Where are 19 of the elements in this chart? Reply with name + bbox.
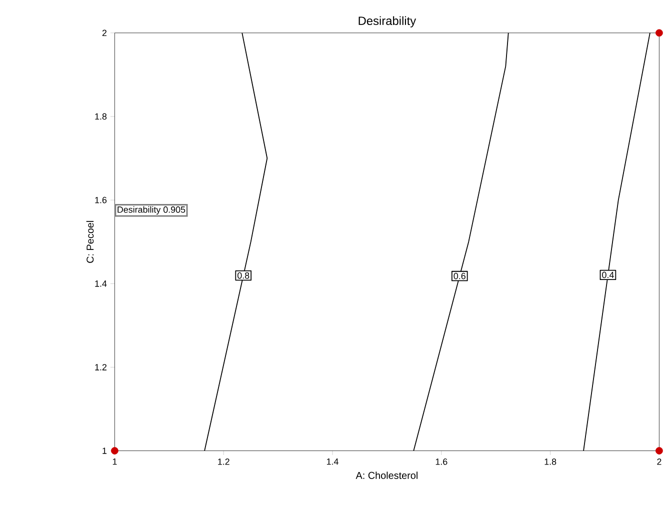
x-tick-label: 1.2 bbox=[218, 458, 230, 465]
y-tick-label: 2 bbox=[102, 30, 106, 36]
x-tick-label: 1 bbox=[112, 458, 117, 465]
x-tick-label: 1.8 bbox=[544, 458, 556, 466]
chart-title: Desirability bbox=[358, 16, 416, 28]
x-tick-label: 2 bbox=[657, 458, 662, 465]
x-axis-title: A: Cholesterol bbox=[356, 472, 418, 480]
y-tick-label: 1.8 bbox=[95, 114, 107, 120]
series-label: 0.4 bbox=[602, 272, 614, 278]
series-label: 0.8 bbox=[237, 272, 250, 279]
y-tick-label: 1.2 bbox=[95, 364, 106, 371]
y-tick-label: 1.6 bbox=[95, 197, 107, 204]
x-tick-label: 1.4 bbox=[326, 458, 338, 465]
y-axis-title: C: Pecoel bbox=[86, 221, 94, 264]
annotation: Desirability 0.905 bbox=[118, 206, 186, 215]
y-tick-label: 1.4 bbox=[95, 280, 107, 287]
series-label: 0.6 bbox=[454, 273, 466, 280]
y-tick-label: 1 bbox=[102, 448, 106, 454]
x-tick-label: 1.6 bbox=[436, 458, 448, 466]
